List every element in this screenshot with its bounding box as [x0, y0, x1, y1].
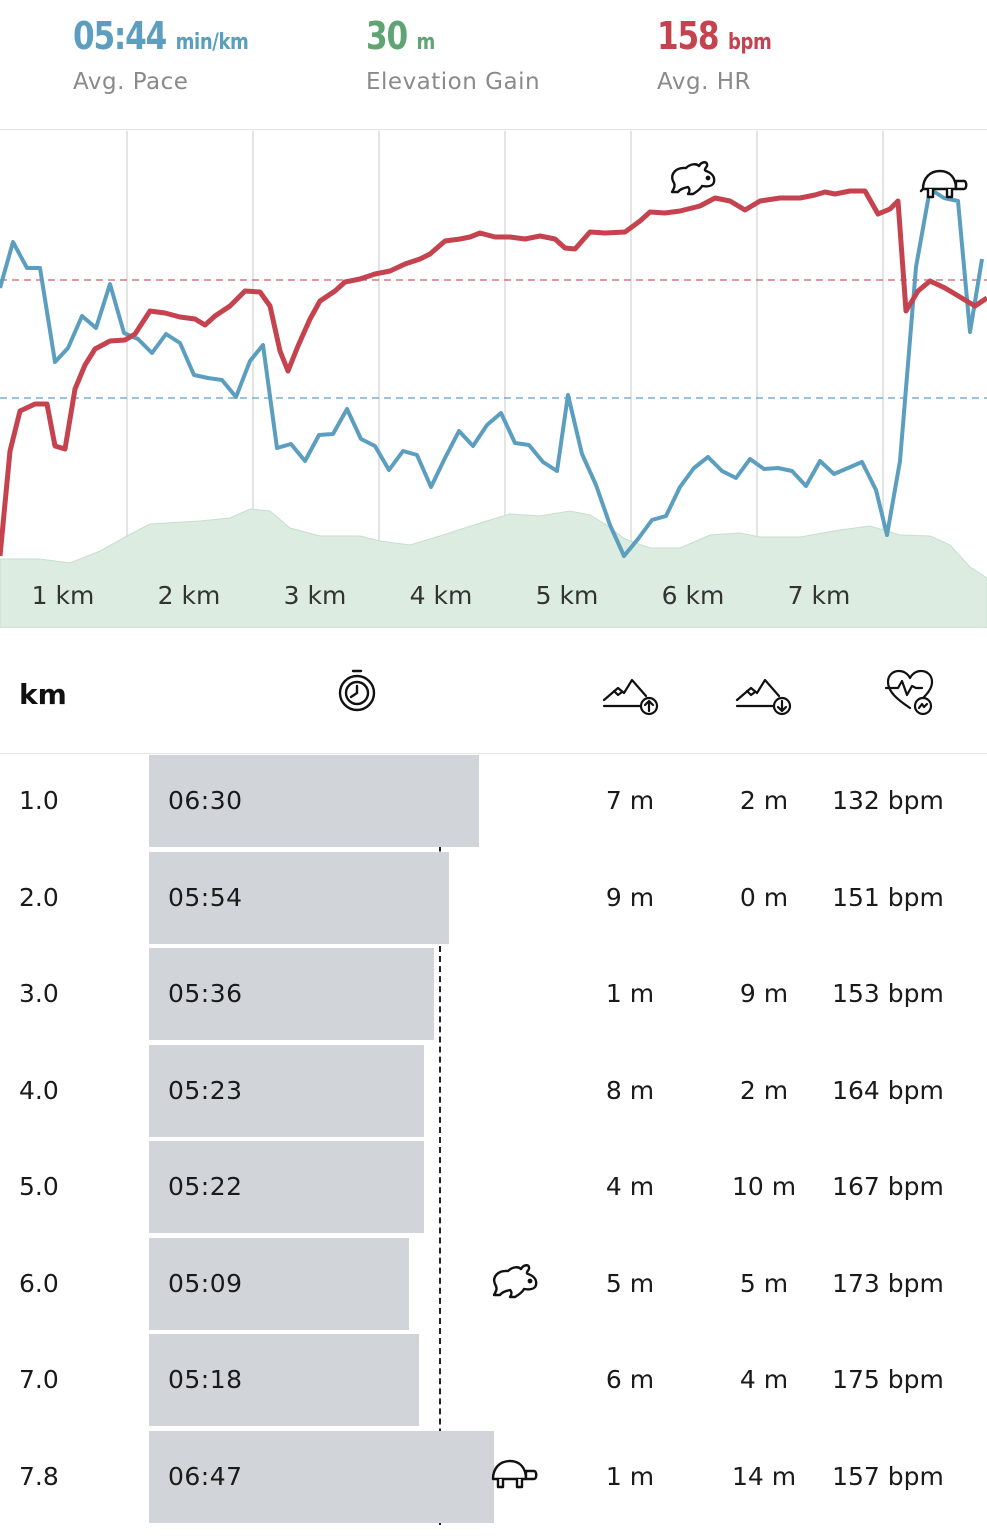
pace-bar [149, 1430, 494, 1523]
pace-bar [149, 851, 449, 944]
split-distance: 7.8 [19, 1461, 59, 1491]
km-column-header: km [19, 678, 67, 711]
splits-list: 1.0 06:30 7 m 2 m 132 bpm 2.0 05:54 9 m … [0, 755, 987, 1527]
split-ascent: 1 m [605, 1461, 655, 1491]
split-heart-rate: 157 bpm [832, 1461, 944, 1491]
split-ascent: 9 m [605, 882, 655, 912]
split-descent: 0 m [739, 882, 789, 912]
split-heart-rate: 167 bpm [832, 1172, 944, 1201]
split-heart-rate: 153 bpm [832, 979, 944, 1008]
elevation-gain-unit: m [416, 30, 436, 55]
avg-pace-unit: min/km [175, 30, 249, 55]
split-ascent: 8 m [605, 1075, 655, 1105]
avg-pace-guide [439, 755, 441, 1525]
run-chart[interactable]: 1 km 2 km 3 km 4 km 5 km 6 km 7 km [0, 131, 987, 628]
split-ascent: 4 m [605, 1172, 655, 1201]
pace-bar [149, 755, 479, 847]
split-row[interactable]: 5.0 05:22 4 m 10 m 167 bpm [0, 1141, 987, 1238]
split-distance: 1.0 [19, 786, 59, 815]
split-pace: 06:47 [168, 1461, 243, 1491]
elevation-gain-value: 30 [366, 14, 408, 58]
split-row[interactable]: 2.0 05:54 9 m 0 m 151 bpm [0, 851, 987, 949]
splits-header: km [0, 628, 987, 754]
km-label: 1 km [32, 581, 95, 610]
split-descent: 4 m [739, 1365, 789, 1394]
avg-hr-label: Avg. HR [657, 69, 751, 95]
split-row[interactable]: 3.0 05:36 1 m 9 m 153 bpm [0, 948, 987, 1045]
heart-rate-icon [884, 669, 934, 716]
rabbit-icon [492, 1263, 538, 1298]
split-descent: 2 m [739, 1075, 789, 1105]
run-chart-svg: 1 km 2 km 3 km 4 km 5 km 6 km 7 km [0, 131, 987, 628]
pace-bar [149, 948, 434, 1040]
avg-hr-value-line: 158 bpm [657, 14, 772, 65]
km-label: 5 km [536, 581, 599, 610]
avg-hr-unit: bpm [727, 30, 772, 55]
avg-hr-stat: 158 bpm Avg. HR [657, 14, 796, 95]
split-row[interactable]: 6.0 05:09 5 m 5 m 173 bpm [0, 1237, 987, 1335]
split-descent: 10 m [731, 1172, 797, 1201]
split-ascent: 6 m [605, 1365, 655, 1394]
split-distance: 2.0 [19, 882, 59, 912]
km-label: 3 km [284, 581, 347, 610]
pace-line [0, 187, 984, 558]
split-distance: 6.0 [19, 1268, 59, 1298]
km-labels: 1 km 2 km 3 km 4 km 5 km 6 km 7 km [32, 581, 851, 610]
pace-bar [149, 1237, 409, 1330]
split-row[interactable]: 1.0 06:30 7 m 2 m 132 bpm [0, 755, 987, 852]
km-label: 6 km [662, 581, 725, 610]
split-ascent: 5 m [605, 1268, 655, 1298]
split-distance: 3.0 [19, 979, 59, 1008]
split-heart-rate: 175 bpm [832, 1365, 944, 1394]
avg-pace-value: 05:44 [73, 14, 167, 58]
split-pace: 05:23 [168, 1075, 243, 1105]
split-heart-rate: 173 bpm [832, 1268, 944, 1298]
split-distance: 7.0 [19, 1365, 59, 1394]
km-label: 4 km [410, 581, 473, 610]
elevation-gain-value-line: 30 m [366, 14, 435, 65]
split-distance: 5.0 [19, 1172, 59, 1201]
split-row[interactable]: 4.0 05:23 8 m 2 m 164 bpm [0, 1044, 987, 1142]
split-descent: 5 m [739, 1268, 789, 1298]
split-heart-rate: 151 bpm [832, 882, 944, 912]
descent-icon [735, 678, 792, 716]
split-pace: 05:18 [168, 1365, 243, 1394]
split-descent: 14 m [731, 1461, 797, 1491]
split-descent: 2 m [739, 786, 789, 815]
pace-bar [149, 1141, 424, 1233]
km-label: 7 km [788, 581, 851, 610]
split-pace: 06:30 [168, 786, 243, 815]
split-pace: 05:22 [168, 1172, 243, 1201]
elevation-area [0, 508, 987, 628]
km-label: 2 km [158, 581, 221, 610]
elevation-gain-stat: 30 m Elevation Gain [366, 14, 540, 95]
summary-stats: 05:44 min/km Avg. Pace 30 m Elevation Ga… [0, 0, 987, 130]
elevation-gain-label: Elevation Gain [366, 69, 541, 95]
split-pace: 05:36 [168, 979, 243, 1008]
avg-pace-stat: 05:44 min/km Avg. Pace [73, 14, 287, 95]
split-row[interactable]: 7.0 05:18 6 m 4 m 175 bpm [0, 1334, 987, 1431]
split-ascent: 1 m [605, 979, 655, 1008]
avg-pace-label: Avg. Pace [73, 69, 189, 95]
split-descent: 9 m [739, 979, 789, 1008]
pace-bar [149, 1044, 424, 1137]
split-pace: 05:09 [168, 1268, 243, 1298]
turtle-icon [919, 169, 968, 199]
split-row[interactable]: 7.8 06:47 1 m 14 m 157 bpm [0, 1430, 987, 1528]
hr-line [0, 188, 987, 557]
ascent-icon [602, 678, 659, 716]
split-ascent: 7 m [605, 786, 655, 815]
rabbit-icon [670, 161, 716, 196]
stopwatch-icon [338, 669, 376, 712]
pace-bar [149, 1334, 419, 1426]
avg-pace-value-line: 05:44 min/km [73, 14, 249, 65]
split-heart-rate: 164 bpm [832, 1075, 944, 1105]
split-pace: 05:54 [168, 882, 243, 912]
turtle-icon [491, 1459, 538, 1488]
avg-hr-value: 158 [657, 14, 720, 58]
split-distance: 4.0 [19, 1075, 59, 1105]
split-heart-rate: 132 bpm [832, 786, 944, 815]
